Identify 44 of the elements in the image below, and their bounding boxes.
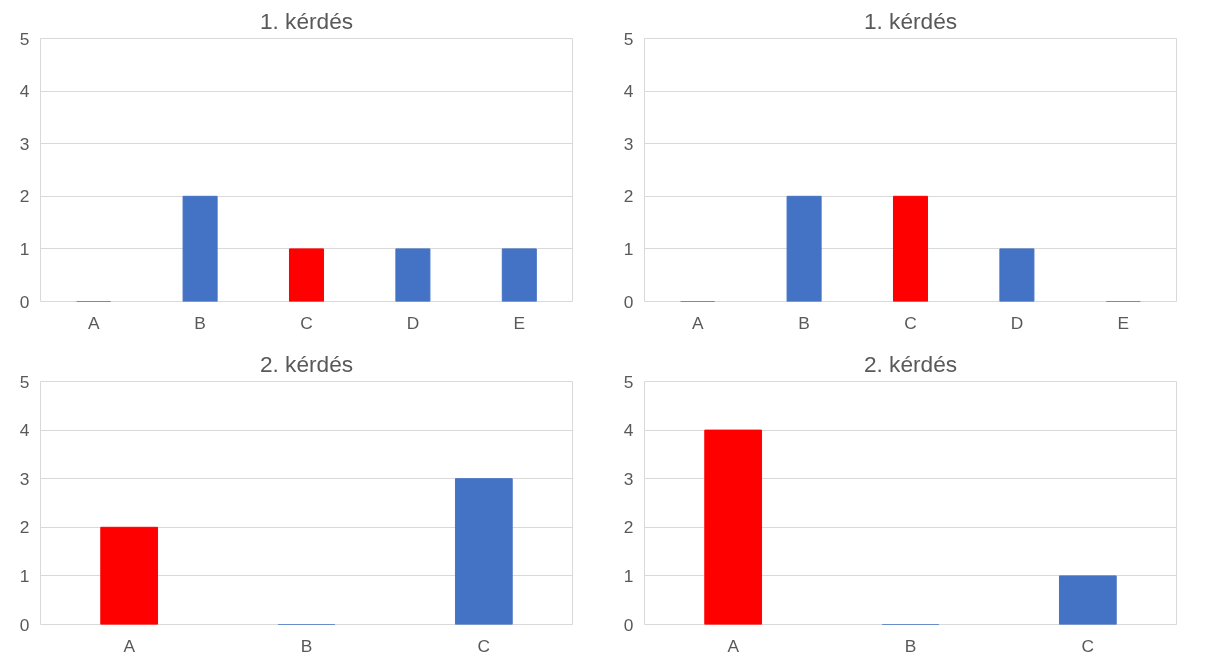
x-tick-label: A (87, 312, 100, 333)
y-tick-label: 0 (623, 614, 634, 635)
chart-title: 1. kérdés (259, 7, 354, 34)
y-tick-label: 4 (19, 420, 30, 441)
y-tick-label: 3 (623, 133, 634, 154)
y-tick-label: 2 (19, 186, 30, 207)
chart-title: 2. kérdés (259, 350, 354, 377)
y-tick-label: 2 (623, 186, 634, 207)
x-tick-label: D (406, 312, 420, 333)
y-tick-label: 3 (19, 468, 30, 489)
y-tick-label: 5 (19, 371, 30, 392)
chart-title: 2. kérdés (863, 350, 958, 377)
x-tick-label: E (513, 312, 526, 333)
x-tick-label: D (1010, 312, 1024, 333)
y-tick-label: 4 (19, 81, 30, 102)
y-tick-label: 4 (623, 81, 634, 102)
y-tick-label: 0 (19, 614, 30, 635)
x-tick-label: A (727, 635, 740, 656)
chart-title: 1. kérdés (863, 7, 958, 34)
y-tick-label: 1 (623, 238, 634, 259)
x-tick-label: B (194, 312, 206, 333)
y-tick-label: 2 (19, 517, 30, 538)
y-tick-label: 4 (623, 420, 634, 441)
x-tick-label: A (123, 635, 136, 656)
y-tick-label: 2 (623, 517, 634, 538)
y-tick-label: 1 (19, 565, 30, 586)
y-tick-label: 5 (19, 28, 30, 49)
x-tick-label: C (477, 635, 491, 656)
x-tick-label: C (904, 312, 917, 333)
x-tick-label: B (904, 635, 917, 656)
x-tick-label: A (691, 312, 704, 333)
y-tick-label: 1 (623, 565, 634, 586)
x-tick-label: C (1081, 635, 1095, 656)
y-tick-label: 5 (623, 28, 634, 49)
x-tick-label: E (1117, 312, 1130, 333)
y-tick-label: 3 (623, 468, 634, 489)
x-tick-label: B (300, 635, 313, 656)
y-tick-label: 0 (623, 291, 634, 312)
y-tick-label: 5 (623, 371, 634, 392)
x-tick-label: C (300, 312, 313, 333)
y-tick-label: 0 (19, 291, 30, 312)
y-tick-label: 3 (19, 133, 30, 154)
y-tick-label: 1 (19, 238, 30, 259)
x-tick-label: B (798, 312, 810, 333)
